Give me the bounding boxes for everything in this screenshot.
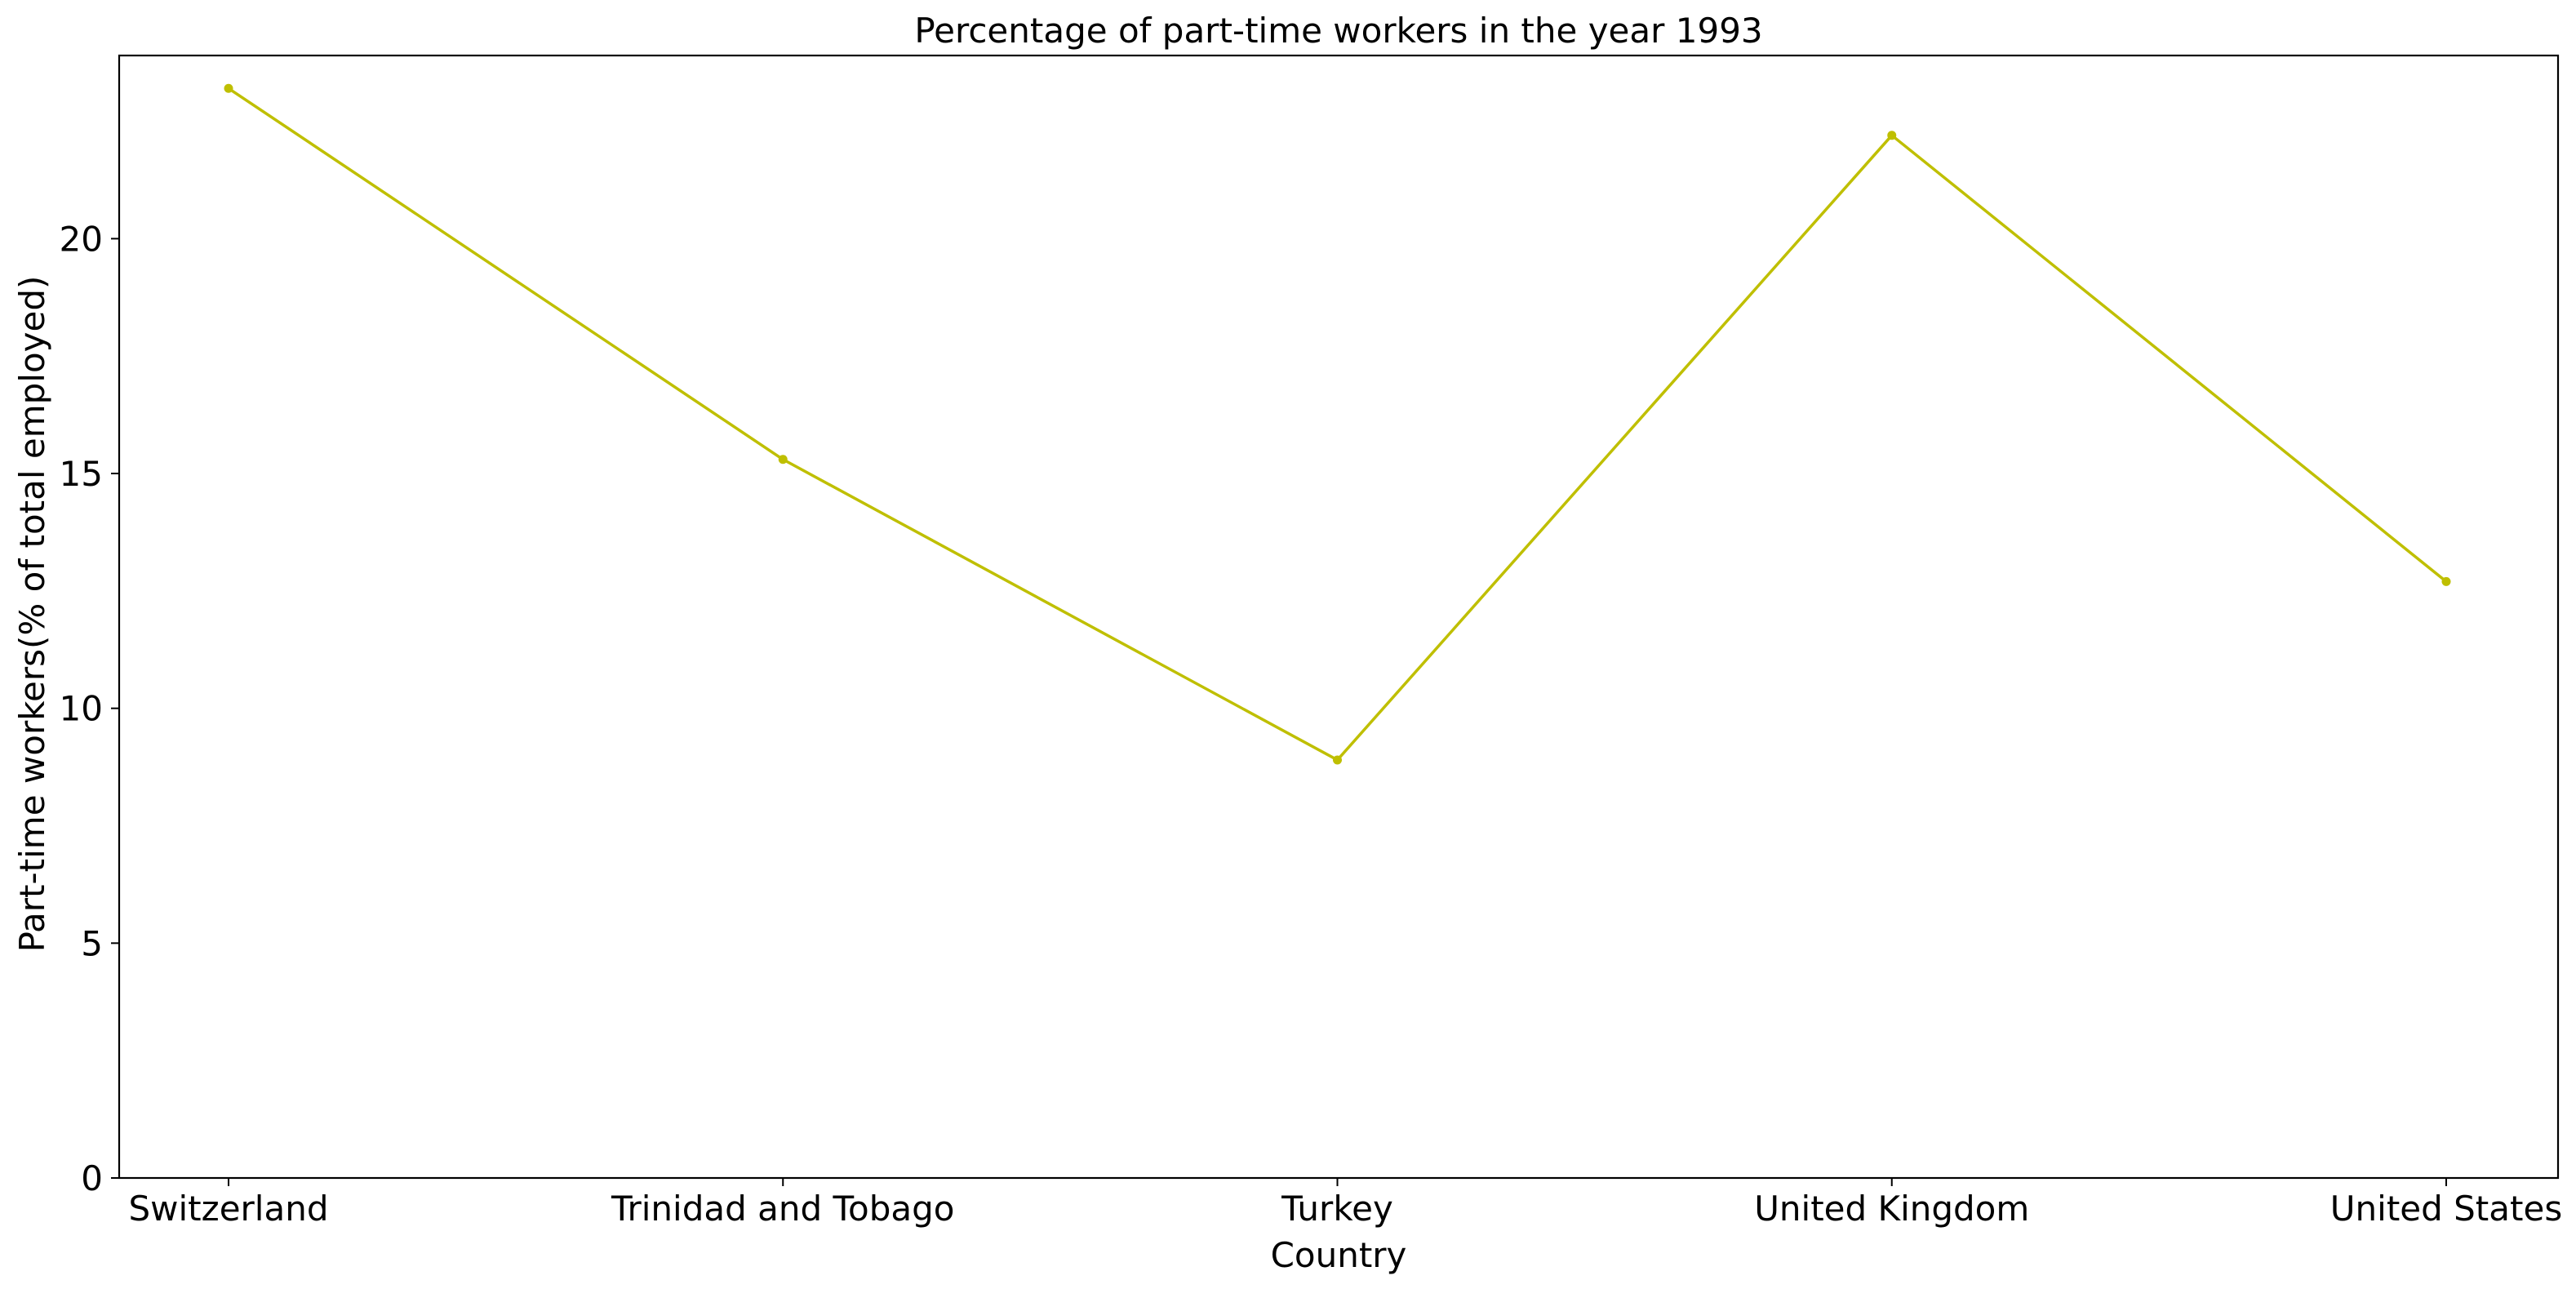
x-tick-label: Turkey [1281,1189,1393,1229]
data-point [778,455,788,464]
x-axis-label: Country [1271,1235,1407,1275]
data-point [224,83,233,93]
series-line [228,87,2448,762]
y-tick-label: 0 [81,1158,103,1198]
data-point [1333,755,1342,765]
x-tick-label: Switzerland [129,1189,329,1229]
plot-area [118,54,2560,1180]
data-point [1887,131,1897,140]
x-tick-label: Trinidad and Tobago [611,1189,954,1229]
x-tick-label: United States [2330,1189,2562,1229]
y-axis-label: Part-time workers(% of total employed) [12,276,52,953]
chart-title: Percentage of part-time workers in the y… [914,11,1762,51]
data-point [2441,576,2451,586]
y-tick-label: 5 [81,923,103,963]
x-axis-ticks: Switzerland Trinidad and Tobago Turkey Unit… [129,1178,2562,1229]
y-tick-label: 20 [60,219,103,259]
y-tick-label: 15 [60,454,103,494]
y-axis-ticks: 0 5 10 15 20 [60,219,119,1198]
y-tick-label: 10 [60,689,103,729]
x-tick-label: United Kingdom [1754,1189,2029,1229]
plot-frame [118,54,2560,1180]
